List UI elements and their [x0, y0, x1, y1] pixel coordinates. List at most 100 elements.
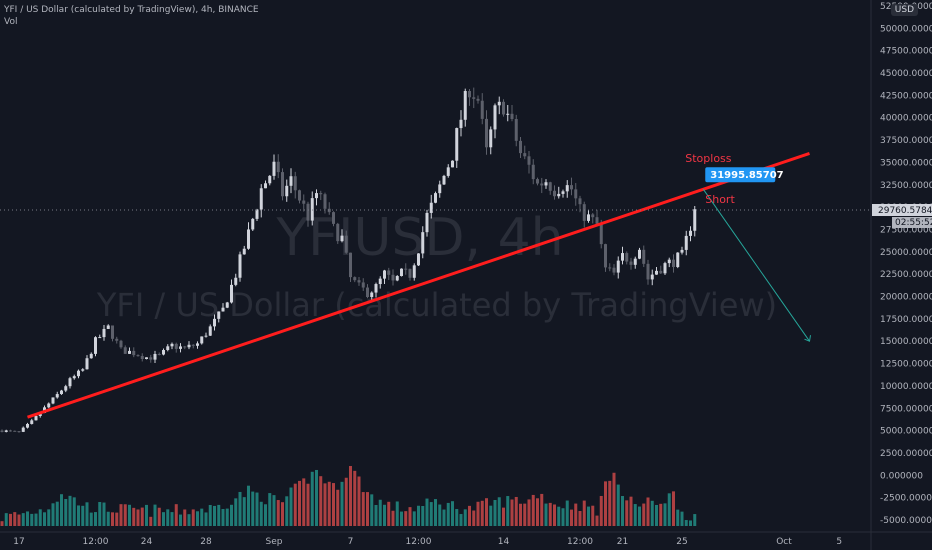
candle-body — [21, 427, 25, 432]
volume-bar — [251, 491, 255, 526]
countdown-label: 02:55:52 — [895, 218, 932, 228]
volume-bar — [519, 503, 522, 526]
candle-body — [425, 212, 429, 233]
candle-body — [472, 97, 476, 99]
volume-bar — [523, 503, 527, 526]
candle-body — [408, 268, 412, 278]
volume-bar — [115, 512, 119, 526]
volume-bar — [421, 505, 425, 526]
candle-body — [387, 270, 391, 275]
candle-body — [561, 191, 565, 194]
candle-body — [459, 119, 463, 129]
candle-body — [565, 185, 569, 192]
price-tick-label: 50000.000000 — [880, 24, 932, 34]
currency-badge[interactable]: USD — [890, 4, 918, 16]
volume-bar — [191, 509, 195, 526]
volume-bar — [616, 484, 620, 526]
volume-bar — [225, 508, 229, 526]
volume-bar — [395, 501, 399, 526]
candle-body — [527, 156, 531, 165]
volume-bar — [153, 504, 157, 526]
volume-bar — [102, 502, 106, 526]
volume-bar — [357, 476, 361, 526]
candle-body — [238, 254, 242, 278]
candle-body — [242, 248, 246, 255]
volume-bar — [536, 498, 539, 526]
volume-bar — [247, 485, 250, 526]
price-tick-label: 2500.000000 — [880, 449, 932, 459]
volume-bar — [497, 497, 501, 526]
volume-bar — [276, 500, 280, 526]
volume-legend[interactable]: Vol — [4, 17, 18, 27]
volume-bar — [315, 469, 318, 526]
candle-body — [4, 430, 8, 432]
candle-body — [140, 356, 144, 360]
candle-body — [306, 203, 310, 221]
volume-bar — [340, 481, 344, 526]
volume-bar — [242, 497, 246, 526]
volume-bar — [425, 498, 429, 526]
candle-body — [451, 160, 454, 168]
volume-bar — [553, 504, 556, 526]
chart-header: YFI / US Dollar (calculated by TradingVi… — [4, 4, 259, 28]
volume-bar — [26, 511, 29, 526]
candle-body — [187, 344, 191, 348]
volume-bar — [136, 509, 140, 526]
candle-body — [621, 253, 624, 261]
candle-body — [374, 284, 378, 293]
candle-body — [47, 403, 51, 408]
candle-body — [213, 318, 216, 327]
drawings[interactable]: Stoploss Short 31995.85707 — [27, 152, 811, 419]
candle-body — [638, 249, 641, 259]
candle-body — [136, 355, 140, 357]
volume-bar — [689, 520, 692, 526]
candle-body — [366, 287, 369, 298]
candle-body — [115, 338, 119, 341]
candle-body — [400, 268, 403, 277]
volume-bar — [255, 492, 259, 526]
price-axis[interactable]: 52500.00000050000.00000047500.0000004500… — [870, 0, 932, 550]
candle-body — [102, 328, 106, 338]
volume-bar — [565, 500, 569, 526]
volume-bar — [272, 495, 276, 526]
candle-body — [680, 249, 684, 253]
volume-bar — [174, 504, 178, 526]
candle-body — [646, 263, 650, 280]
short-label: Short — [705, 193, 735, 206]
time-tick-label: Sep — [266, 537, 283, 547]
volume-bar — [374, 504, 378, 526]
candle-body — [293, 176, 297, 191]
candle-body — [191, 344, 195, 346]
candle-body — [200, 336, 204, 344]
candle-body — [72, 376, 76, 379]
candle-body — [179, 346, 182, 349]
candle-body — [582, 204, 586, 221]
symbol-title[interactable]: YFI / US Dollar (calculated by TradingVi… — [4, 5, 259, 15]
candle-body — [497, 101, 501, 106]
volume-bar — [493, 499, 497, 526]
candle-body — [493, 105, 497, 130]
candle-body — [251, 218, 255, 230]
candle-body — [85, 358, 89, 370]
candle-body — [26, 423, 29, 428]
volume-bar — [557, 506, 561, 526]
volume-bar — [378, 499, 382, 526]
candle-body — [298, 190, 301, 201]
time-axis[interactable]: 17 12:00 24 28 Sep 7 12:00 14 12:00 21 25 Oct 5 — [0, 531, 932, 547]
candle-body — [225, 302, 229, 308]
volume-bar — [633, 504, 637, 526]
candle-body — [357, 280, 361, 283]
candle-body — [276, 161, 280, 173]
price-tick-label: 25000.000000 — [880, 248, 932, 258]
candle-body — [591, 214, 595, 218]
watermark-name: YFI / US Dollar (calculated by TradingVi… — [96, 286, 777, 324]
volume-bar — [9, 513, 12, 526]
candle-body — [149, 357, 153, 360]
volume-bar — [166, 509, 170, 526]
candle-body — [353, 277, 357, 281]
volume-bar — [655, 504, 658, 526]
candle-body — [302, 200, 306, 204]
candle-body — [548, 182, 552, 191]
volume-bar — [4, 513, 8, 526]
